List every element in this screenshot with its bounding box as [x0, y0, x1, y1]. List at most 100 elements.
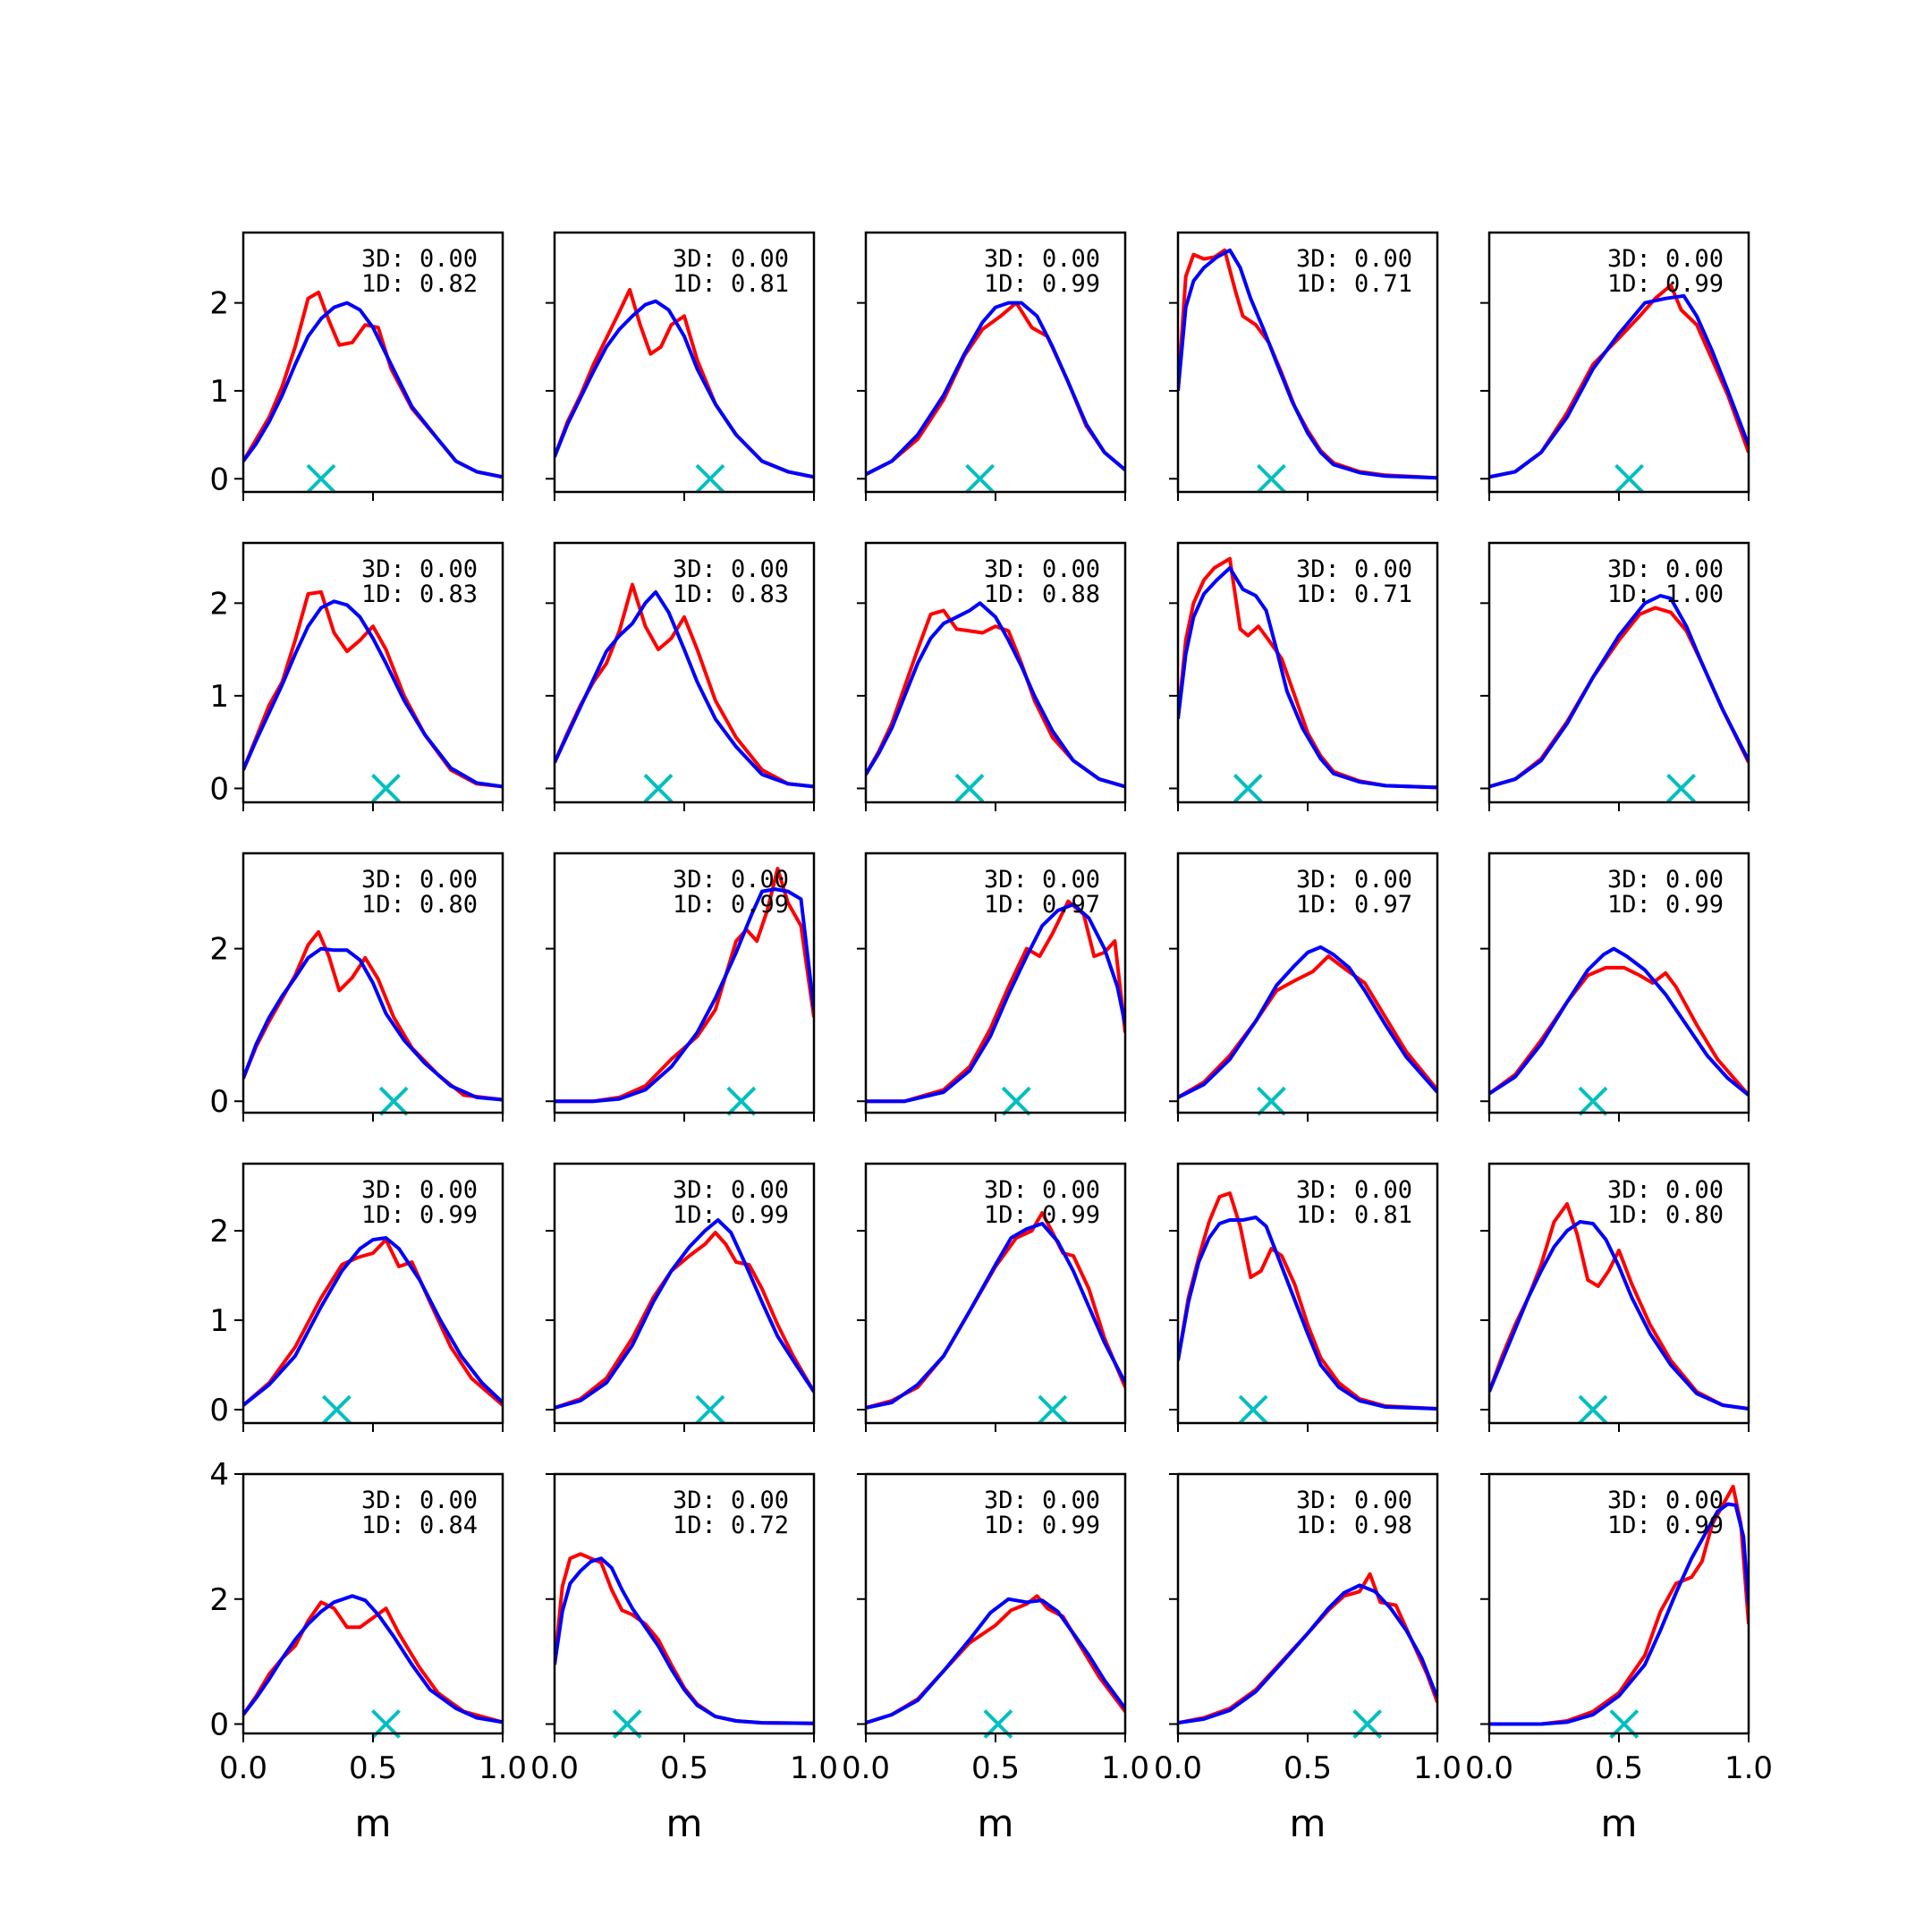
annotation-1d: 1D: 0.88	[984, 580, 1100, 608]
series-blue-line	[1489, 1220, 1749, 1411]
series-red-line	[1178, 954, 1437, 1099]
x-tick-label: 1.0	[1101, 1750, 1149, 1786]
y-tick-label: 2	[209, 1214, 229, 1250]
series-red-line	[243, 1238, 503, 1407]
y-tick-label: 1	[209, 679, 229, 715]
series-blue-line	[555, 299, 814, 479]
annotation-3d: 3D: 0.00	[361, 245, 478, 273]
annotation-3d: 3D: 0.00	[673, 1176, 789, 1204]
y-tick-label: 0	[209, 462, 229, 497]
annotation-1d: 1D: 0.80	[361, 891, 478, 919]
series-blue-line	[1178, 248, 1437, 480]
annotation-1d: 1D: 0.97	[984, 891, 1100, 919]
annotation-1d: 1D: 0.99	[1607, 1512, 1724, 1539]
series-red-line	[866, 1594, 1125, 1725]
marker-x-icon	[306, 463, 336, 494]
annotation-3d: 3D: 0.00	[361, 1176, 478, 1204]
x-axis-label: m	[1290, 1801, 1326, 1845]
annotation-3d: 3D: 0.00	[1296, 1176, 1412, 1204]
series-blue-line	[555, 589, 814, 789]
series-blue-line	[1489, 946, 1749, 1097]
x-tick-label: 0.5	[971, 1750, 1020, 1786]
series-blue-line	[1178, 1583, 1437, 1725]
series-blue-line	[866, 601, 1125, 789]
x-axis-label: m	[355, 1801, 392, 1845]
marker-x-icon	[1001, 1086, 1031, 1116]
x-tick-label: 0.5	[660, 1750, 708, 1786]
marker-x-icon	[726, 1086, 757, 1116]
marker-x-icon	[378, 1086, 409, 1116]
series-red-line	[866, 608, 1125, 789]
annotation-3d: 3D: 0.00	[1296, 866, 1412, 894]
annotation-3d: 3D: 0.00	[984, 1487, 1100, 1514]
marker-x-icon	[321, 1394, 352, 1425]
series-red-line	[555, 1552, 814, 1725]
x-tick-label: 0.0	[1465, 1750, 1513, 1786]
series-blue-line	[1489, 293, 1749, 479]
y-tick-label: 0	[209, 771, 229, 807]
y-tick-label: 0	[209, 1393, 229, 1428]
annotation-1d: 1D: 0.97	[1296, 891, 1412, 919]
series-red-line	[1178, 1572, 1437, 1725]
y-tick-label: 2	[209, 1582, 229, 1618]
marker-x-icon	[965, 463, 996, 494]
series-red-line	[1178, 1191, 1437, 1411]
annotation-3d: 3D: 0.00	[361, 555, 478, 583]
x-axis-label: m	[666, 1801, 703, 1845]
annotation-3d: 3D: 0.00	[673, 245, 789, 273]
y-tick-label: 2	[209, 932, 229, 968]
annotation-3d: 3D: 0.00	[1296, 555, 1412, 583]
annotation-3d: 3D: 0.00	[361, 1487, 478, 1514]
marker-x-icon	[695, 463, 725, 494]
x-tick-label: 0.5	[1284, 1750, 1332, 1786]
marker-x-icon	[1038, 1394, 1068, 1425]
series-red-line	[243, 290, 503, 479]
marker-x-icon	[371, 774, 401, 803]
y-tick-label: 0	[209, 1707, 229, 1743]
annotation-1d: 1D: 0.99	[673, 891, 789, 919]
series-blue-line	[243, 1594, 503, 1724]
series-blue-line	[1489, 594, 1749, 789]
annotation-3d: 3D: 0.00	[361, 866, 478, 894]
series-blue-line	[243, 1236, 503, 1407]
series-red-line	[1489, 284, 1749, 479]
x-axis-label: m	[978, 1801, 1014, 1845]
marker-x-icon	[1256, 1086, 1286, 1116]
series-red-line	[243, 589, 503, 789]
marker-x-icon	[1238, 1394, 1268, 1425]
series-blue-line	[555, 1556, 814, 1725]
series-red-line	[1489, 965, 1749, 1097]
x-tick-label: 1.0	[790, 1750, 838, 1786]
x-tick-label: 1.0	[1413, 1750, 1462, 1786]
annotation-3d: 3D: 0.00	[1607, 1487, 1724, 1514]
x-tick-label: 0.0	[842, 1750, 890, 1786]
series-blue-line	[1178, 566, 1437, 790]
annotation-3d: 3D: 0.00	[984, 245, 1100, 273]
y-tick-label: 4	[209, 1457, 229, 1493]
marker-x-icon	[643, 774, 674, 803]
series-blue-line	[866, 902, 1125, 1104]
series-red-line	[866, 899, 1125, 1104]
y-tick-label: 0	[209, 1084, 229, 1120]
x-tick-label: 0.5	[1595, 1750, 1643, 1786]
annotation-3d: 3D: 0.00	[984, 866, 1100, 894]
annotation-3d: 3D: 0.00	[1607, 245, 1724, 273]
marker-x-icon	[1256, 463, 1286, 494]
annotation-1d: 1D: 0.71	[1296, 580, 1412, 608]
annotation-1d: 1D: 0.81	[673, 270, 789, 298]
